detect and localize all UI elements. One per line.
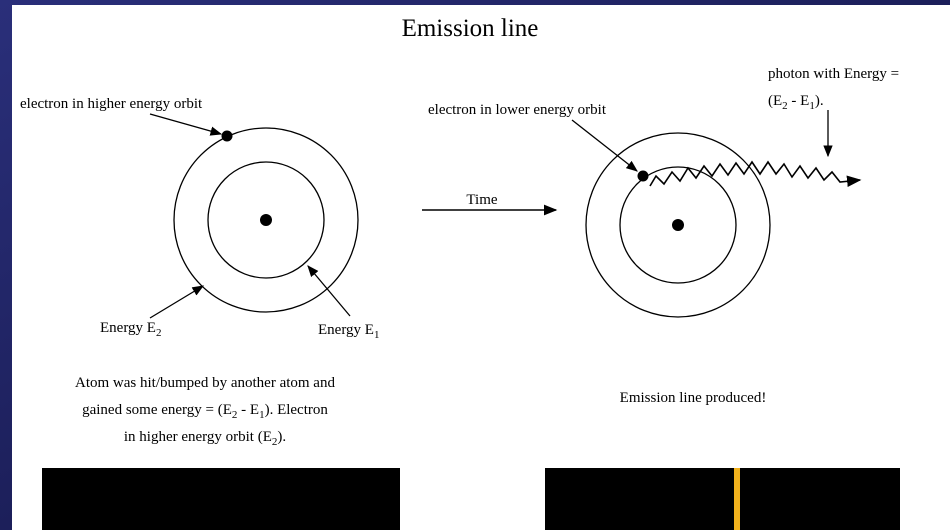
text-run: - E: [788, 93, 810, 109]
subscript: 1: [374, 329, 380, 341]
text-line: gained some energy = (E2 - E1). Electron: [82, 402, 328, 421]
outer-orbit: [585, 132, 771, 318]
subscript: 1: [809, 100, 815, 112]
text-run: Energy E: [100, 320, 156, 336]
electron: [637, 170, 649, 182]
text-run: ).: [815, 93, 824, 109]
text-run: gained some energy = (E: [82, 402, 232, 418]
text-line: Atom was hit/bumped by another atom and: [75, 375, 335, 391]
subscript: 1: [259, 409, 265, 421]
electron-label: electron in lower energy orbit: [428, 102, 607, 118]
inner-orbit: [207, 161, 325, 279]
photon-label: photon with Energy = (E2 - E1).: [768, 66, 899, 112]
nucleus: [260, 214, 272, 226]
text-run: Atom was hit/bumped by another atom and: [75, 375, 335, 391]
energy-label: Energy E2: [100, 320, 161, 339]
time-label: Time: [466, 192, 497, 208]
emission-line: [734, 468, 740, 530]
text-run: (E: [768, 93, 782, 109]
text-line: photon with Energy =: [768, 66, 899, 82]
pointer-arrow: [149, 113, 223, 136]
subscript: 2: [232, 409, 238, 421]
nucleus: [672, 219, 684, 231]
text-run: photon with Energy =: [768, 66, 899, 82]
outer-orbit: [173, 127, 359, 313]
continuous-dark-spectrum: [42, 468, 400, 530]
text-run: ).: [277, 429, 286, 445]
inner-orbit: [619, 166, 737, 284]
emission-spectrum: [545, 468, 900, 530]
title: Emission line: [402, 15, 539, 42]
electron-label: electron in higher energy orbit: [20, 96, 203, 112]
right-caption: Emission line produced!: [620, 390, 767, 406]
text-run: ). Electron: [265, 402, 329, 418]
text-line: (E2 - E1).: [768, 93, 824, 112]
subscript: 2: [782, 100, 788, 112]
text-run: in higher energy orbit (E: [124, 429, 272, 445]
text-run: - E: [237, 402, 259, 418]
pointer-arrow: [571, 119, 638, 172]
photon: [649, 160, 862, 188]
subscript: 2: [156, 327, 162, 339]
right-atom: [585, 132, 771, 318]
pointer-arrow: [149, 285, 205, 319]
left-caption: Atom was hit/bumped by another atom and g…: [75, 375, 335, 448]
energy-label: Energy E1: [318, 322, 379, 341]
pointer-arrow: [307, 265, 351, 317]
electron: [221, 130, 233, 142]
subscript: 2: [272, 436, 278, 448]
diagram-panel: [12, 5, 950, 530]
left-atom: [173, 127, 359, 313]
text-line: in higher energy orbit (E2).: [124, 429, 286, 448]
text-run: Energy E: [318, 322, 374, 338]
